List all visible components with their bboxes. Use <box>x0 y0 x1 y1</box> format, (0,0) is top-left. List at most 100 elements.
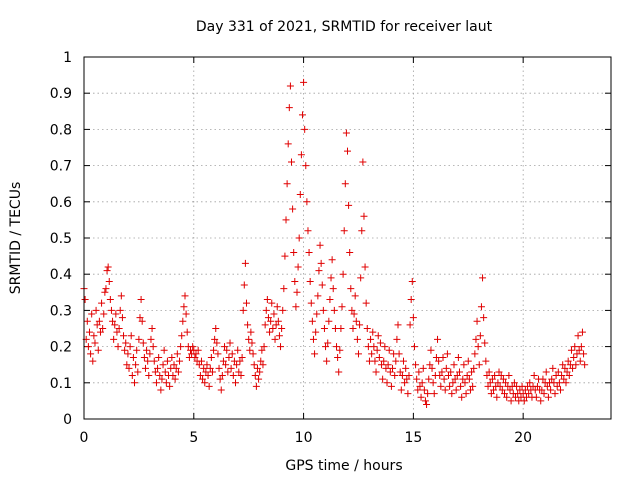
data-point <box>95 317 103 325</box>
data-point <box>392 357 400 365</box>
data-point <box>192 350 200 358</box>
data-point <box>255 375 263 383</box>
data-point <box>540 390 548 398</box>
data-point <box>308 317 316 325</box>
y-tick-label: 0.8 <box>50 122 72 138</box>
data-point <box>169 372 177 380</box>
data-point <box>132 361 140 369</box>
data-point <box>105 277 113 285</box>
data-point <box>551 390 559 398</box>
data-point <box>300 78 308 86</box>
data-point <box>337 325 345 332</box>
data-point <box>423 401 431 409</box>
data-point <box>137 296 145 304</box>
data-point <box>340 227 348 235</box>
data-point <box>475 361 483 369</box>
data-point <box>407 296 415 304</box>
data-point <box>294 263 302 271</box>
data-point <box>413 375 421 383</box>
data-point <box>251 372 259 380</box>
data-point <box>556 386 564 394</box>
data-point <box>237 372 245 380</box>
data-point <box>328 256 336 264</box>
data-point <box>548 375 556 383</box>
data-point <box>454 353 462 361</box>
data-point <box>150 357 158 365</box>
data-point <box>176 357 184 365</box>
data-point <box>391 372 399 380</box>
data-point <box>446 382 454 390</box>
data-point <box>286 82 294 90</box>
data-point <box>135 335 143 343</box>
data-point <box>298 111 306 119</box>
axis-ticks: 00.10.20.30.40.50.60.70.80.910 5 10 15 20 <box>50 50 611 446</box>
data-point <box>578 328 586 336</box>
data-point <box>84 343 92 351</box>
data-point <box>464 357 472 365</box>
data-point <box>245 335 253 343</box>
data-point <box>216 375 224 383</box>
data-point <box>163 357 171 365</box>
data-point <box>94 346 102 354</box>
data-point <box>134 368 142 376</box>
data-point <box>493 393 501 401</box>
data-point <box>395 350 403 358</box>
data-point <box>372 368 380 376</box>
x-tick-label: 5 <box>189 430 198 446</box>
data-point <box>258 346 266 354</box>
data-point <box>543 382 551 390</box>
data-point <box>381 343 389 351</box>
data-points <box>80 78 589 409</box>
data-point <box>116 306 124 314</box>
y-tick-label: 1 <box>63 50 72 66</box>
data-point <box>183 328 191 336</box>
data-point <box>574 332 582 340</box>
y-tick-label: 0.2 <box>50 340 72 356</box>
data-point <box>468 368 476 376</box>
data-point <box>238 353 246 361</box>
y-tick-label: 0.4 <box>50 267 72 283</box>
data-point <box>345 201 353 209</box>
data-point <box>472 335 480 343</box>
data-point <box>260 343 268 351</box>
data-point <box>290 248 298 256</box>
data-point <box>386 368 394 376</box>
data-point <box>561 364 569 372</box>
data-point <box>267 317 275 325</box>
data-point <box>179 317 187 325</box>
data-point <box>162 379 170 387</box>
data-point <box>437 382 445 390</box>
data-point <box>374 332 382 340</box>
data-point <box>453 372 461 380</box>
data-point <box>378 361 386 369</box>
data-point <box>510 379 518 387</box>
data-point <box>172 364 180 372</box>
data-point <box>124 350 132 358</box>
data-point <box>526 379 534 387</box>
data-point <box>357 274 365 282</box>
data-point <box>416 382 424 390</box>
data-point <box>316 241 324 249</box>
data-point <box>223 346 231 354</box>
data-point <box>436 372 444 380</box>
data-point <box>389 364 397 372</box>
data-point <box>537 397 545 405</box>
data-point <box>235 368 243 376</box>
data-point <box>257 357 265 365</box>
data-point <box>414 386 422 394</box>
data-point <box>120 332 128 340</box>
data-point <box>577 343 585 351</box>
data-point <box>397 386 405 394</box>
data-point <box>114 343 122 351</box>
data-point <box>408 277 416 285</box>
data-point <box>488 375 496 383</box>
data-point <box>425 375 433 383</box>
data-point <box>379 375 387 383</box>
data-point <box>272 321 280 329</box>
data-point <box>486 379 494 387</box>
data-point <box>460 361 468 369</box>
data-point <box>207 353 215 361</box>
data-point <box>369 328 377 336</box>
data-point <box>112 310 120 318</box>
data-point <box>133 346 141 354</box>
